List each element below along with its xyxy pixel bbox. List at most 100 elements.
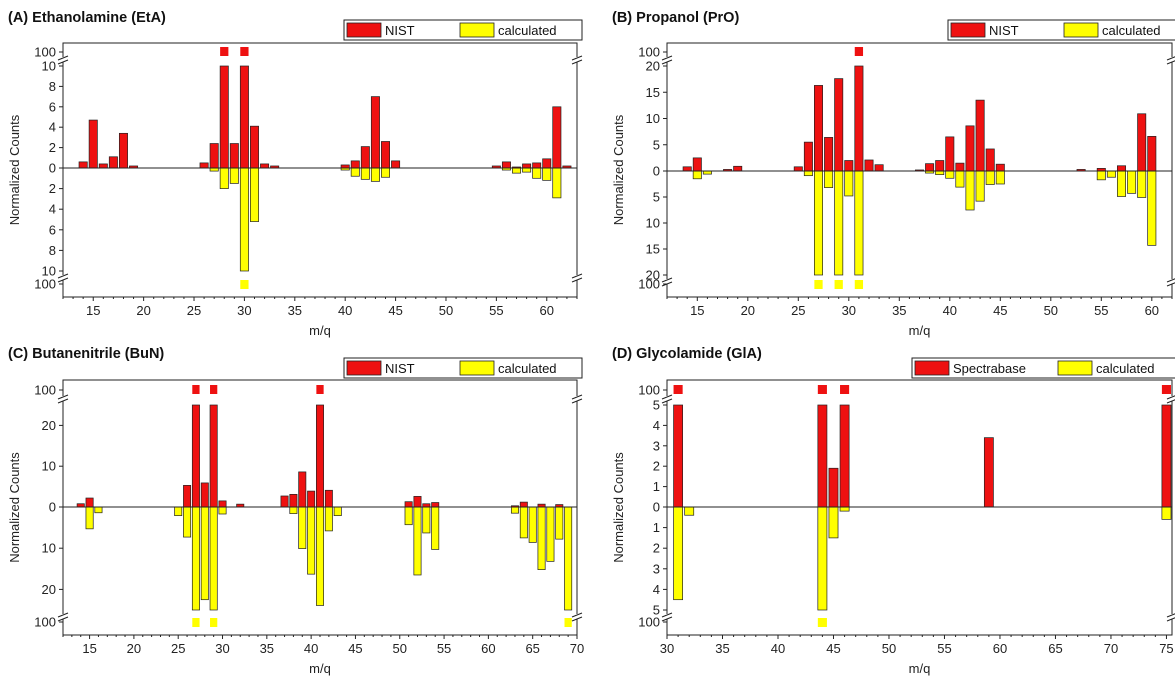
y-tick-label: 6	[49, 99, 56, 114]
y-tick-label: 4	[49, 202, 56, 217]
axis-break-mark	[57, 273, 69, 279]
y-tick-label: 2	[653, 541, 660, 556]
axis-break-mark	[1166, 278, 1175, 283]
bar-nist	[219, 65, 229, 169]
y-tick-label: 0	[653, 164, 660, 179]
x-tick-label: 55	[937, 641, 951, 656]
bar-calculated-top	[240, 280, 249, 289]
bar-nist	[78, 161, 88, 169]
y-axis-label: Normalized Counts	[611, 114, 626, 225]
bar-nist	[935, 160, 945, 172]
legend-swatch-calculated	[459, 22, 495, 38]
bar-calculated	[381, 167, 390, 178]
bar-calculated	[839, 506, 850, 512]
y-axis-label: Normalized Counts	[7, 452, 22, 563]
x-tick-label: 55	[437, 641, 451, 656]
bar-calculated	[510, 506, 519, 514]
bar-nist	[191, 404, 200, 508]
bar-nist	[316, 404, 324, 508]
x-tick-label: 35	[715, 641, 729, 656]
bar-nist	[350, 160, 360, 169]
y-tick-label: 100	[638, 383, 660, 398]
bar-nist	[824, 137, 834, 172]
bar-calculated	[828, 506, 839, 539]
bar-calculated	[955, 170, 965, 188]
bar-nist	[218, 500, 227, 508]
axis-break-mark	[661, 612, 673, 618]
bar-calculated	[692, 170, 702, 180]
y-tick-label: 1	[653, 479, 660, 494]
x-tick-label: 50	[439, 303, 453, 318]
bar-calculated	[239, 167, 249, 272]
bar-calculated	[1161, 506, 1172, 520]
bar-calculated	[532, 167, 542, 179]
bar-nist	[854, 65, 864, 172]
axis-break-gap	[60, 396, 66, 401]
bar-nist	[985, 148, 995, 172]
y-tick-label: 4	[653, 418, 660, 433]
x-axis-label: m/q	[309, 661, 331, 676]
bar-nist	[844, 160, 854, 172]
panel-d: (D) Glycolamide (GlA) Spectrabase calculat…	[611, 346, 1175, 676]
bar-spectrabase-top	[817, 385, 827, 394]
legend-box	[911, 357, 1175, 379]
bar-calculated	[85, 506, 94, 530]
bar-nist	[118, 132, 128, 169]
y-tick-label: 100	[638, 45, 660, 60]
bar-calculated	[1096, 170, 1106, 181]
y-tick-label: 4	[653, 582, 660, 597]
x-tick-label: 40	[304, 641, 318, 656]
y-tick-label: 20	[42, 418, 56, 433]
axis-break-mark	[571, 59, 583, 65]
bar-spectrabase-top	[1161, 385, 1172, 394]
bar-calculated	[174, 506, 183, 517]
bar-nist	[209, 404, 218, 508]
axis-break-gap	[574, 57, 580, 62]
y-tick-label: 100	[34, 277, 56, 292]
axis-break-gap	[1169, 614, 1175, 619]
legend-label-nist: NIST	[385, 361, 415, 376]
y-tick-label: 5	[653, 190, 660, 205]
x-tick-label: 70	[570, 641, 584, 656]
bar-calculated	[985, 170, 995, 185]
bar-nist	[552, 106, 562, 169]
bar-nist	[965, 125, 975, 172]
bar-calculated	[945, 170, 955, 179]
x-tick-label: 20	[136, 303, 150, 318]
bar-nist	[88, 119, 98, 169]
y-tick-label: 20	[646, 59, 660, 74]
y-tick-label: 10	[42, 541, 56, 556]
y-tick-label: 8	[49, 243, 56, 258]
bar-calculated	[250, 167, 259, 222]
bar-calculated	[1106, 170, 1116, 178]
axis-break-mark	[57, 55, 69, 61]
bar-spectrabase	[1161, 404, 1172, 508]
legend-label-spectrabase: Spectrabase	[953, 361, 1026, 376]
bar-nist	[682, 166, 692, 172]
x-tick-label: 40	[943, 303, 957, 318]
axis-break-gap	[574, 614, 580, 619]
axis-break-gap	[1169, 279, 1175, 284]
axis-break-gap	[60, 614, 66, 619]
axis-break-mark	[57, 398, 69, 404]
bar-spectrabase	[839, 404, 850, 508]
bar-nist	[404, 501, 413, 508]
bar-nist	[1137, 113, 1147, 172]
bar-calculated-top	[854, 280, 864, 289]
bar-nist	[945, 136, 955, 172]
legend-swatch-nist	[950, 22, 986, 38]
bar-nist	[431, 502, 440, 508]
bar-spectrabase-top	[673, 385, 683, 394]
bar-nist	[519, 501, 528, 508]
bar-nist	[692, 157, 702, 172]
axis-break-gap	[664, 279, 670, 284]
panel-title: (C) Butanenitrile (BuN)	[8, 346, 164, 362]
axis-break-gap	[664, 396, 670, 401]
bar-nist	[1117, 165, 1126, 172]
legend-label-calculated: calculated	[498, 361, 557, 376]
panel-a: (A) Ethanolamine (EtA) NIST calculated 0 2 4 6…	[7, 10, 583, 338]
bar-nist	[370, 96, 380, 169]
bar-calculated	[684, 506, 695, 516]
axis-break-mark	[661, 277, 673, 283]
